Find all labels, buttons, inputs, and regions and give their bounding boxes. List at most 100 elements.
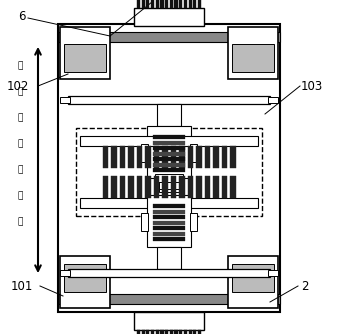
Bar	[189, 0, 192, 8]
Text: 敏: 敏	[17, 140, 23, 149]
Bar	[111, 176, 117, 198]
Bar	[153, 141, 185, 145]
Bar	[153, 152, 185, 156]
Bar	[145, 146, 150, 168]
Bar	[153, 146, 159, 168]
Bar	[188, 146, 193, 168]
Bar	[120, 146, 125, 168]
Bar	[68, 96, 270, 104]
Bar	[213, 146, 218, 168]
Bar	[137, 176, 142, 198]
Bar	[221, 176, 227, 198]
Bar	[153, 215, 185, 219]
Bar	[204, 146, 210, 168]
Bar	[213, 176, 218, 198]
Bar	[60, 270, 70, 276]
Text: 103: 103	[301, 79, 323, 93]
Bar	[268, 97, 278, 103]
Bar	[60, 27, 110, 79]
Bar	[156, 0, 159, 8]
Bar	[174, 330, 178, 334]
Bar	[160, 0, 164, 8]
Bar	[137, 330, 140, 334]
Bar	[64, 44, 106, 72]
Bar	[60, 97, 70, 103]
Bar	[157, 104, 181, 126]
Bar	[228, 27, 278, 79]
Bar	[174, 0, 178, 8]
Bar	[179, 176, 185, 198]
Text: 感: 感	[17, 166, 23, 174]
Bar	[179, 330, 182, 334]
Text: 2: 2	[301, 280, 309, 293]
Bar	[153, 163, 185, 167]
Bar	[111, 146, 117, 168]
Bar	[162, 146, 168, 168]
Bar	[153, 157, 185, 161]
Bar	[142, 0, 145, 8]
Text: 6: 6	[18, 9, 26, 22]
Bar	[145, 176, 150, 198]
Bar	[156, 330, 159, 334]
Bar	[153, 204, 185, 208]
Bar	[190, 213, 197, 231]
Bar	[76, 128, 262, 216]
Bar	[193, 0, 196, 8]
Text: 102: 102	[7, 79, 29, 93]
Bar	[170, 176, 176, 198]
Bar	[134, 8, 204, 26]
Bar	[196, 146, 201, 168]
Bar	[184, 0, 187, 8]
Bar	[159, 182, 179, 189]
Bar	[221, 146, 227, 168]
Text: 度: 度	[17, 114, 23, 123]
Bar	[153, 135, 185, 139]
Bar	[189, 330, 192, 334]
Bar	[60, 256, 110, 308]
Bar	[230, 176, 236, 198]
Bar	[58, 32, 280, 42]
Text: 方: 方	[17, 191, 23, 200]
Bar	[196, 176, 201, 198]
Bar	[128, 146, 134, 168]
Bar	[165, 0, 168, 8]
Bar	[188, 176, 193, 198]
Bar	[137, 146, 142, 168]
Bar	[190, 144, 197, 162]
Bar	[146, 330, 149, 334]
Text: 速: 速	[17, 88, 23, 97]
Text: 加: 加	[17, 61, 23, 70]
Bar	[146, 0, 149, 8]
Bar	[153, 168, 185, 172]
Bar	[179, 0, 182, 8]
Bar	[193, 330, 196, 334]
Bar	[80, 136, 258, 146]
Bar	[204, 176, 210, 198]
Bar	[153, 226, 185, 230]
Bar	[232, 44, 274, 72]
Bar	[153, 146, 185, 150]
Bar	[102, 146, 108, 168]
Bar	[134, 312, 204, 330]
Bar	[102, 176, 108, 198]
Bar	[184, 330, 187, 334]
Bar	[159, 185, 179, 192]
Text: 101: 101	[11, 280, 33, 293]
Bar	[153, 176, 159, 198]
Bar	[153, 220, 185, 224]
Bar	[157, 247, 181, 269]
Bar	[232, 264, 274, 292]
Text: 向: 向	[17, 217, 23, 226]
Bar	[58, 294, 280, 304]
Bar	[153, 231, 185, 235]
Bar	[120, 176, 125, 198]
Bar	[64, 264, 106, 292]
Bar	[165, 330, 168, 334]
Bar	[151, 330, 154, 334]
Bar	[142, 330, 145, 334]
Bar	[153, 209, 185, 213]
Bar	[170, 146, 176, 168]
Bar	[137, 0, 140, 8]
Bar	[155, 174, 183, 182]
Bar	[198, 330, 201, 334]
